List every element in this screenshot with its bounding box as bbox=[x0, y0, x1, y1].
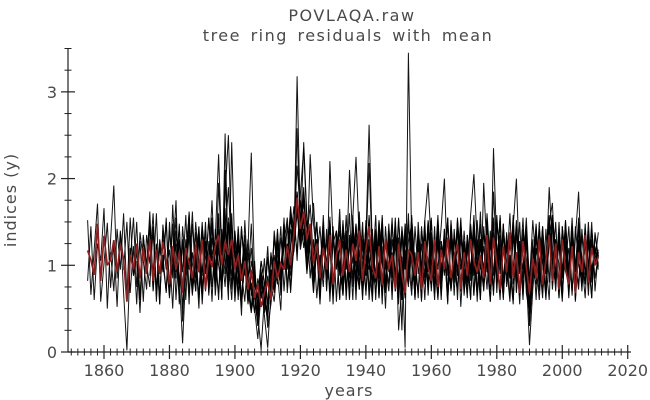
x-axis-label: years bbox=[324, 381, 373, 400]
axes bbox=[61, 48, 631, 359]
x-tick-label: 1880 bbox=[149, 361, 190, 380]
series-lines bbox=[87, 52, 599, 351]
x-tick-label: 1960 bbox=[411, 361, 452, 380]
y-tick-label: 0 bbox=[47, 343, 57, 362]
x-tick-label: 2000 bbox=[542, 361, 583, 380]
y-tick-label: 3 bbox=[47, 83, 57, 102]
mean-line-group bbox=[86, 197, 600, 308]
y-tick-label: 1 bbox=[47, 256, 57, 275]
y-tick-label: 2 bbox=[47, 170, 57, 189]
x-tick-label: 2020 bbox=[607, 361, 648, 380]
x-tick-label: 1940 bbox=[346, 361, 387, 380]
chart-subtitle: tree ring residuals with mean bbox=[203, 26, 493, 45]
x-tick-label: 1980 bbox=[476, 361, 517, 380]
y-axis-label: indices (y) bbox=[1, 153, 20, 247]
series-line-tree-12 bbox=[227, 142, 599, 331]
series-line-tree-08 bbox=[175, 124, 599, 331]
x-tick-label: 1860 bbox=[84, 361, 125, 380]
mean-line bbox=[86, 197, 600, 308]
x-tick-label: 1900 bbox=[215, 361, 256, 380]
tick-labels: 1860 1880 1900 1920 1940 1960 1980 2000 2020 0 1 2 3 bbox=[47, 83, 648, 380]
series-line-tree-03 bbox=[110, 52, 599, 350]
chart-title: POVLAQA.raw bbox=[288, 6, 415, 25]
x-tick-label: 1920 bbox=[280, 361, 321, 380]
